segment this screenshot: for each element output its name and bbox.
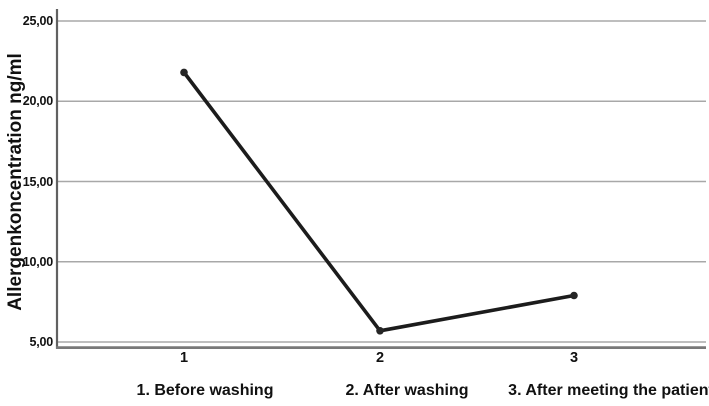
y-tick-label: 10,00 [22, 254, 53, 269]
category-caption: 2. After washing [345, 382, 469, 399]
y-tick-label: 25,00 [22, 14, 53, 28]
x-tick-label: 2 [375, 350, 385, 366]
y-tick-label: 5,00 [29, 335, 53, 349]
category-caption: 1. Before washing [136, 382, 274, 399]
data-point-marker [376, 327, 384, 335]
x-tick-label: 3 [569, 350, 579, 366]
y-tick-label: 20,00 [22, 94, 53, 109]
data-point-marker [180, 68, 188, 77]
x-tick-label: 1 [179, 350, 189, 366]
category-caption: 3. After meeting the patient [508, 382, 709, 399]
data-point-marker [570, 291, 578, 300]
y-tick-label: 15,00 [22, 174, 53, 189]
data-line [182, 70, 576, 333]
